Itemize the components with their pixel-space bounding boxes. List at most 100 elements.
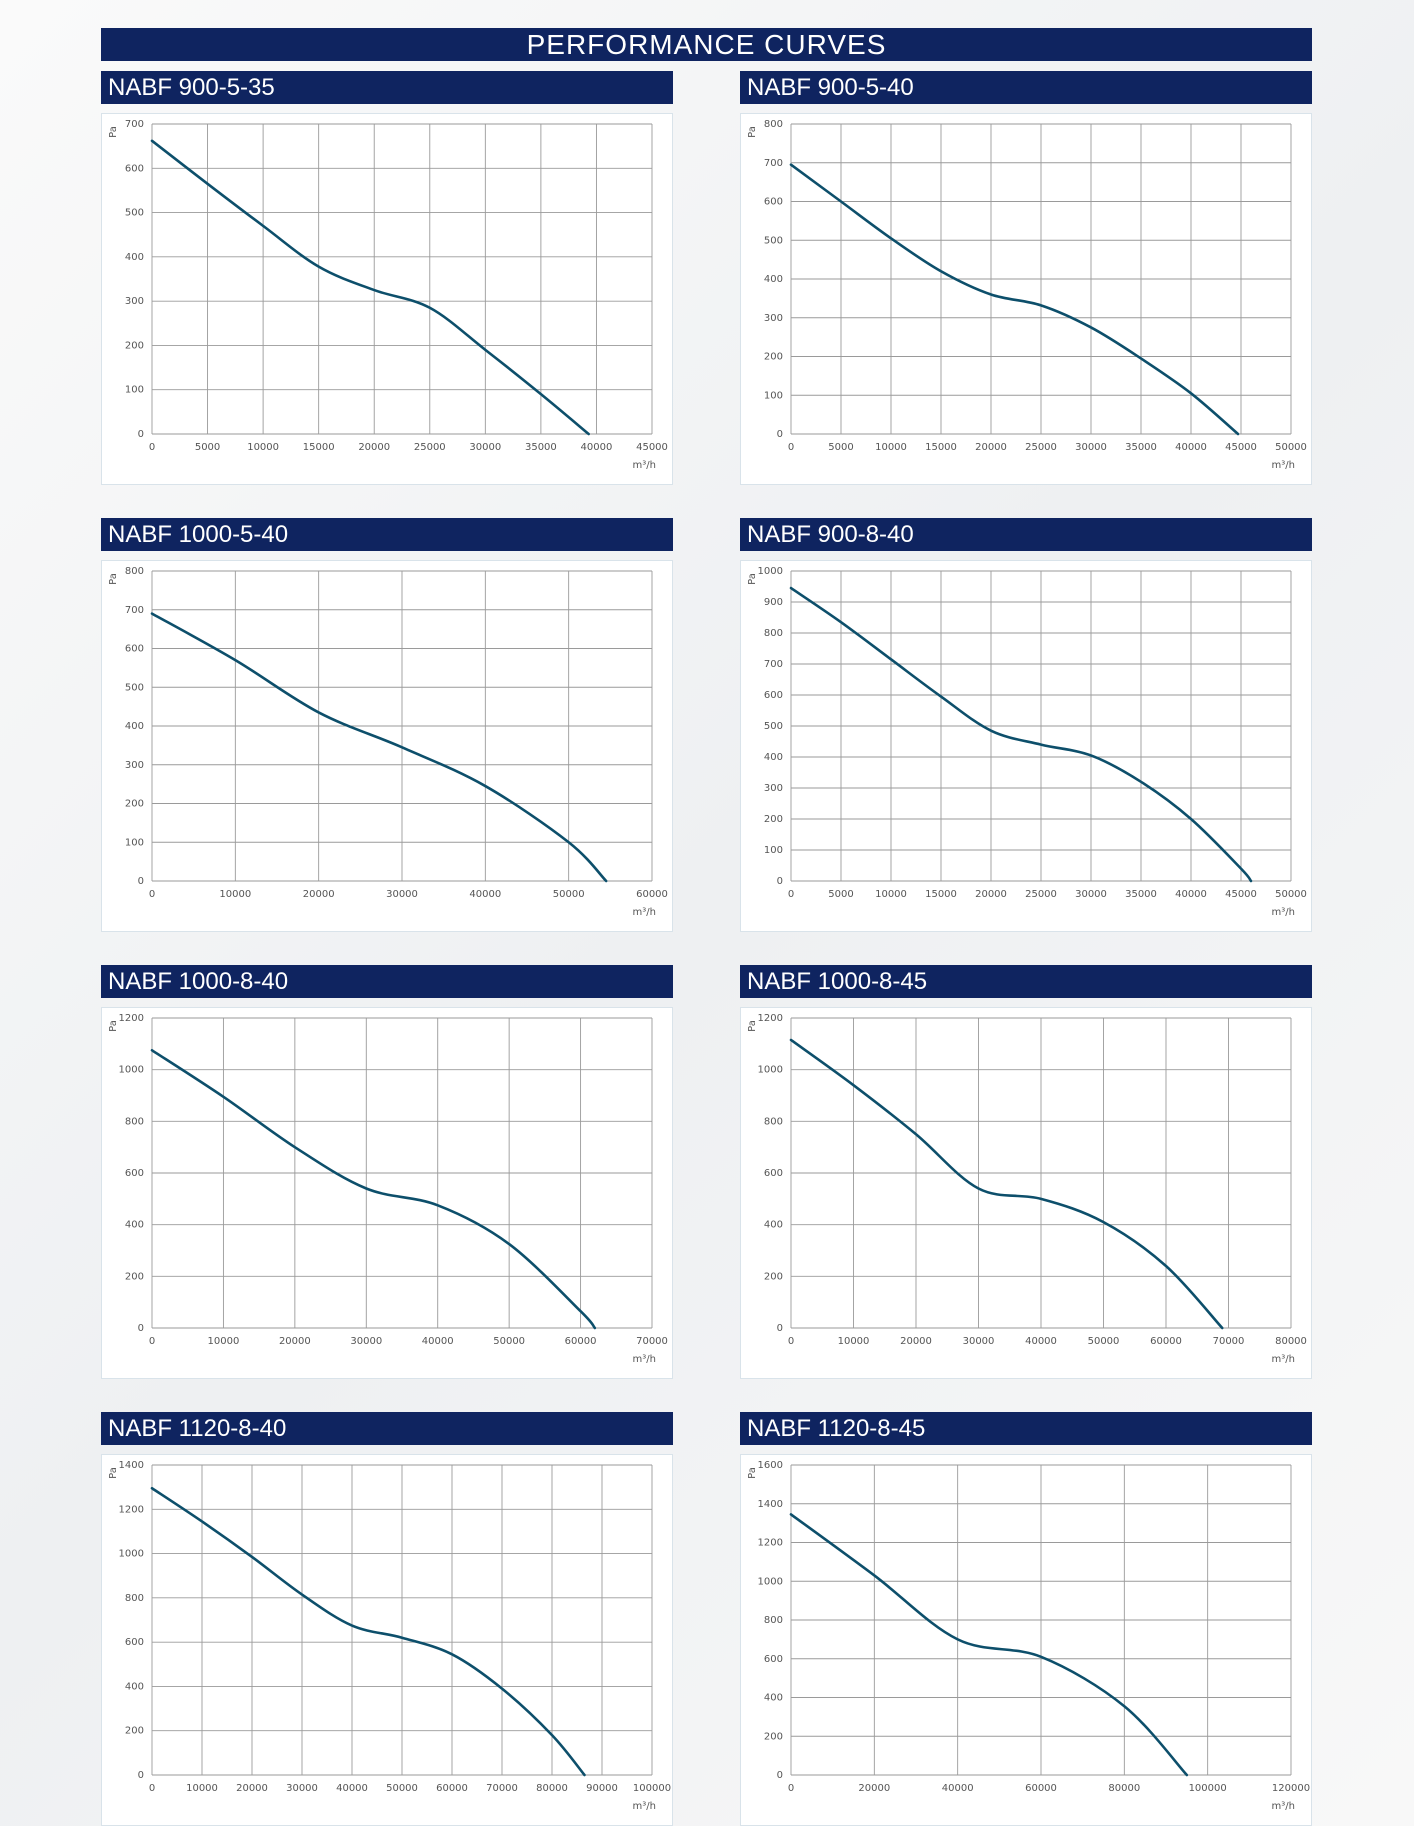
y-tick-label: 1200 [119,1504,144,1515]
x-tick-label: 40000 [336,1783,368,1794]
x-tick-label: 0 [149,889,155,900]
x-tick-label: 70000 [636,1336,668,1347]
y-tick-label: 800 [125,1116,144,1127]
x-tick-label: 10000 [838,1336,870,1347]
model-title: NABF 1000-5-40 [101,518,673,551]
x-tick-label: 20000 [858,1783,890,1794]
y-tick-label: 1000 [758,566,783,577]
y-tick-label: 300 [764,783,783,794]
y-tick-label: 0 [138,1323,144,1334]
x-tick-label: 15000 [925,889,957,900]
y-axis-label: Pa [108,1020,119,1032]
model-title: NABF 1120-8-45 [740,1412,1312,1445]
y-axis-label: Pa [747,1467,758,1479]
y-tick-label: 400 [125,1681,144,1692]
x-tick-label: 40000 [1025,1336,1057,1347]
model-title: NABF 1000-8-45 [740,965,1312,998]
x-tick-label: 20000 [303,889,335,900]
y-tick-label: 0 [138,1770,144,1781]
x-tick-label: 25000 [1025,889,1057,900]
x-axis-label: m³/h [633,907,656,918]
x-tick-label: 15000 [925,442,957,453]
y-tick-label: 200 [764,352,783,363]
x-tick-label: 30000 [1075,442,1107,453]
x-tick-label: 50000 [1275,889,1307,900]
y-tick-label: 1400 [758,1499,783,1510]
x-tick-label: 60000 [436,1783,468,1794]
performance-curve [150,612,608,883]
y-tick-label: 1000 [119,1549,144,1560]
x-tick-label: 10000 [219,889,251,900]
x-tick-label: 100000 [633,1783,671,1794]
y-tick-label: 200 [764,814,783,825]
y-tick-label: 600 [764,197,783,208]
performance-chart: 0 5000 10000 15000 20000 25000 30000 35000 40000… [101,113,673,485]
x-tick-label: 120000 [1272,1783,1310,1794]
y-axis-label: Pa [108,126,119,138]
y-tick-label: 0 [777,876,783,887]
y-tick-label: 500 [764,721,783,732]
x-tick-label: 50000 [1275,442,1307,453]
y-tick-label: 800 [764,628,783,639]
x-tick-label: 25000 [414,442,446,453]
x-tick-label: 50000 [386,1783,418,1794]
x-tick-label: 0 [788,889,794,900]
y-tick-label: 200 [125,1726,144,1737]
y-tick-label: 0 [138,876,144,887]
y-tick-label: 700 [764,158,783,169]
y-tick-label: 200 [764,1731,783,1742]
x-tick-label: 40000 [1175,442,1207,453]
x-tick-label: 20000 [975,889,1007,900]
y-tick-label: 0 [138,429,144,440]
x-tick-label: 40000 [422,1336,454,1347]
x-axis-label: m³/h [633,1801,656,1812]
x-tick-label: 5000 [828,442,853,453]
x-tick-label: 45000 [1225,442,1257,453]
y-tick-label: 300 [125,760,144,771]
x-tick-label: 10000 [208,1336,240,1347]
x-tick-label: 35000 [525,442,557,453]
x-axis-label: m³/h [1272,460,1295,471]
y-tick-label: 400 [764,274,783,285]
x-tick-label: 60000 [565,1336,597,1347]
y-tick-label: 800 [764,1116,783,1127]
performance-curve [150,139,590,436]
y-tick-label: 200 [125,1271,144,1282]
x-tick-label: 15000 [303,442,335,453]
performance-chart: 0 10000 20000 30000 40000 50000 60000 70000 8000… [740,1007,1312,1379]
y-tick-label: 700 [125,119,144,130]
x-tick-label: 50000 [1088,1336,1120,1347]
x-tick-label: 20000 [279,1336,311,1347]
x-tick-label: 20000 [975,442,1007,453]
y-tick-label: 800 [125,1593,144,1604]
x-tick-label: 30000 [1075,889,1107,900]
x-tick-label: 100000 [1189,1783,1227,1794]
performance-chart: 0 10000 20000 30000 40000 50000 60000 70000 8000… [101,1454,673,1826]
y-tick-label: 1200 [758,1013,783,1024]
y-tick-label: 700 [125,605,144,616]
x-tick-label: 30000 [963,1336,995,1347]
x-tick-label: 30000 [469,442,501,453]
y-tick-label: 400 [125,1220,144,1231]
y-tick-label: 1200 [758,1538,783,1549]
page-title: PERFORMANCE CURVES [101,28,1312,61]
x-tick-label: 0 [788,442,794,453]
y-tick-label: 600 [125,163,144,174]
x-tick-label: 10000 [875,442,907,453]
x-tick-label: 5000 [195,442,220,453]
x-tick-label: 80000 [536,1783,568,1794]
y-tick-label: 600 [764,1654,783,1665]
y-tick-label: 100 [764,845,783,856]
y-tick-label: 200 [125,799,144,810]
x-tick-label: 20000 [236,1783,268,1794]
x-tick-label: 70000 [1213,1336,1245,1347]
y-axis-label: Pa [747,1020,758,1032]
performance-curve [789,1038,1224,1330]
y-tick-label: 1000 [758,1576,783,1587]
y-axis-label: Pa [747,126,758,138]
performance-chart: 0 10000 20000 30000 40000 50000 60000 0 100 200 30… [101,560,673,932]
x-tick-label: 45000 [1225,889,1257,900]
y-tick-label: 400 [764,1693,783,1704]
x-tick-label: 30000 [286,1783,318,1794]
x-tick-label: 90000 [586,1783,618,1794]
